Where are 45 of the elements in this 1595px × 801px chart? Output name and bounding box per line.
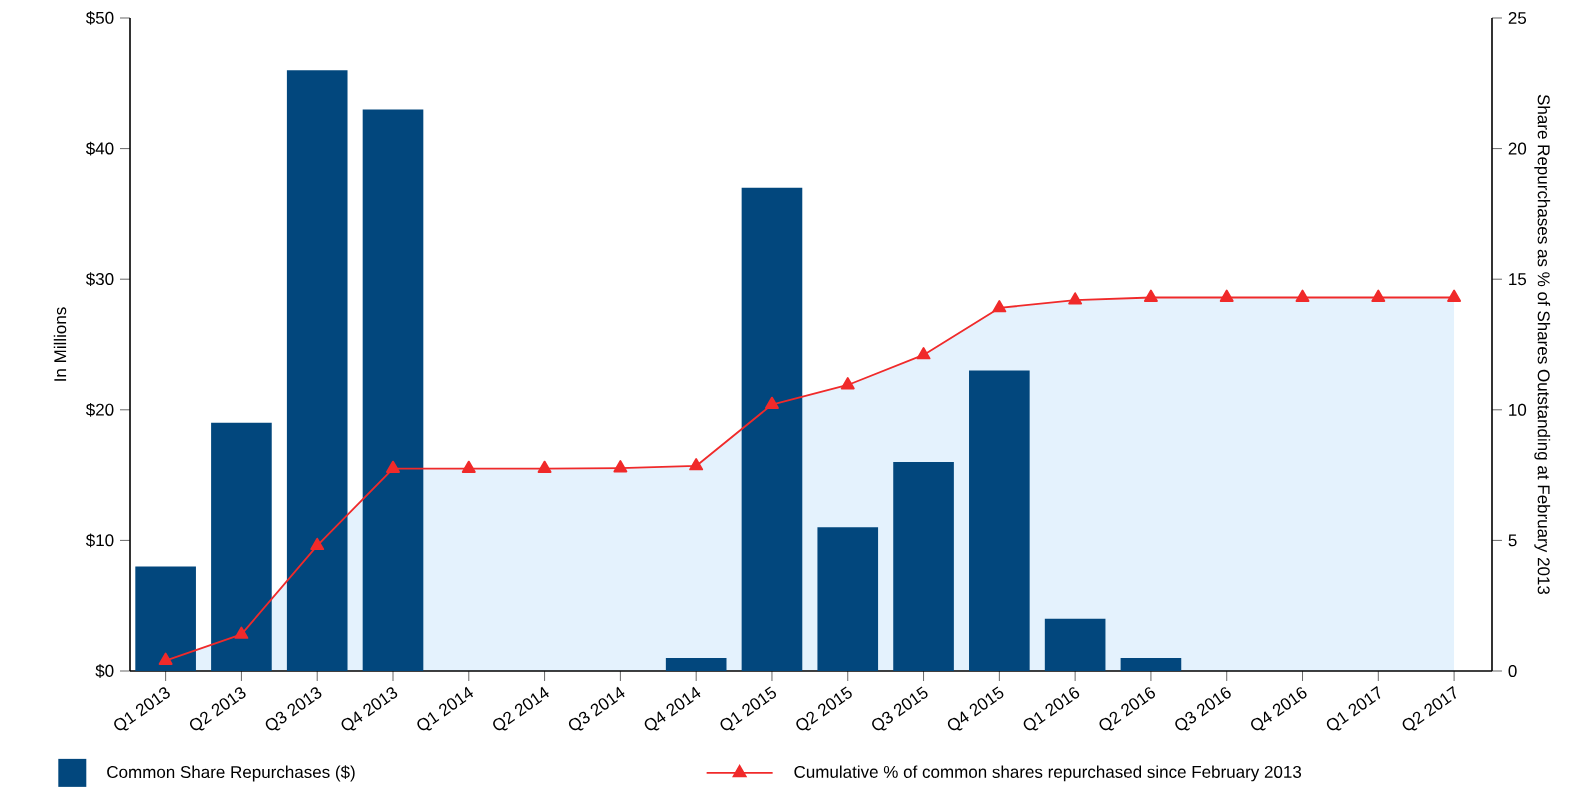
- y-tick-label: $0: [95, 664, 114, 678]
- bar: [1120, 657, 1182, 671]
- point: [461, 460, 476, 473]
- bar: [1044, 618, 1106, 671]
- point: [1447, 289, 1462, 302]
- y-axis-title: In Millions: [53, 307, 67, 381]
- point: [1143, 289, 1158, 302]
- y-tick-label: $40: [85, 141, 114, 156]
- y2-tick-label: 0: [1508, 664, 1517, 678]
- point: [537, 460, 552, 473]
- bar: [211, 422, 272, 671]
- point: [1295, 289, 1310, 302]
- point: [916, 347, 931, 360]
- legend-label: Common Share Repurchases ($): [107, 765, 355, 782]
- point: [1219, 289, 1234, 302]
- y2-tick-label: 15: [1509, 273, 1527, 286]
- point: [689, 458, 704, 471]
- legend-label: Cumulative % of common shares repurchased since February 2013: [794, 765, 1302, 782]
- y2-tick-label: 25: [1508, 11, 1527, 25]
- point: [310, 537, 325, 551]
- point: [613, 460, 628, 473]
- bar: [286, 70, 348, 671]
- bar: [893, 462, 954, 671]
- bar: [817, 527, 879, 671]
- y2-tick-label: 20: [1508, 142, 1527, 155]
- y2-tick-label: 10: [1509, 403, 1527, 416]
- y2-axis-title: Share Repurchases as % of Shares Outstanding at February 2013: [1534, 94, 1551, 595]
- bar: [362, 109, 424, 671]
- point: [1068, 292, 1083, 305]
- point: [234, 626, 249, 639]
- point: [992, 300, 1007, 313]
- y-tick-label: $50: [85, 11, 114, 25]
- y-tick-label: $20: [85, 402, 114, 417]
- bar: [665, 657, 727, 671]
- point: [158, 652, 173, 665]
- bar: [135, 566, 196, 671]
- point: [1371, 289, 1386, 302]
- y2-tick-label: 5: [1508, 534, 1517, 547]
- point: [840, 377, 855, 390]
- point: [765, 396, 779, 409]
- point: [386, 460, 400, 473]
- y-tick-label: $10: [85, 533, 114, 548]
- bar: [741, 187, 803, 671]
- y-tick-label: $30: [85, 272, 114, 287]
- bar: [969, 370, 1030, 671]
